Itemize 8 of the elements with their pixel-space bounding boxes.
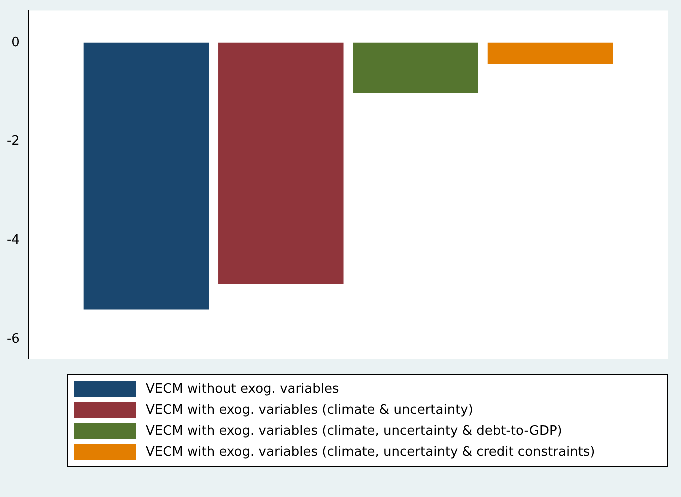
legend-label: VECM with exog. variables (climate, uncertainty & debt-to-GDP) bbox=[146, 424, 562, 438]
y-tick-label: 0 bbox=[12, 35, 20, 50]
y-tick-label: -2 bbox=[6, 134, 20, 150]
legend-label: VECM with exog. variables (climate, uncertainty & credit constraints) bbox=[146, 444, 596, 460]
legend-label: VECM with exog. variables (climate & uncertainty) bbox=[146, 402, 474, 418]
y-tick-label: -6 bbox=[6, 332, 20, 347]
legend-label: VECM without exog. variables bbox=[146, 382, 340, 396]
y-tick-label: -4 bbox=[6, 232, 20, 248]
